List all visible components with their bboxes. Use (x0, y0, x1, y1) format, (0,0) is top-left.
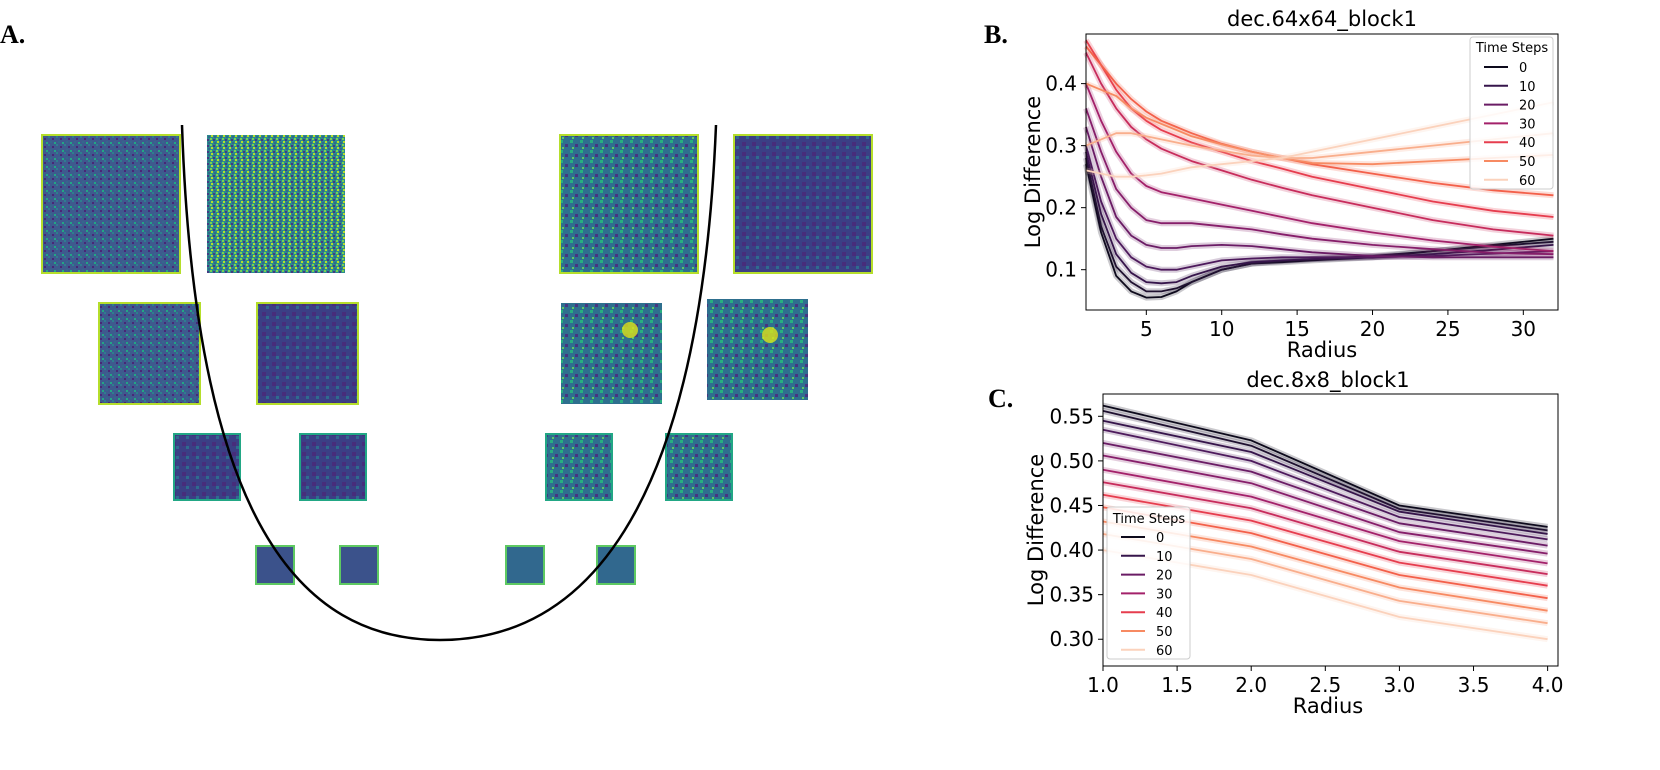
series-line-20 (1085, 126, 1554, 259)
series-line-35 (1102, 481, 1548, 575)
x-tick-label: 10 (1209, 317, 1234, 341)
series-line-55 (1085, 132, 1554, 159)
y-tick-label: 0.2 (1045, 196, 1077, 220)
feature-maps (41, 134, 873, 585)
chart-c-ylabel: Log Difference (1024, 454, 1048, 606)
y-tick-label: 0.40 (1049, 538, 1094, 562)
series-line-25 (1102, 454, 1548, 555)
chart-b: dec.64x64_block1 5 10 15 20 25 30 0.1 0.2 0.3 0.… (1021, 7, 1559, 362)
legend-label: 20 (1156, 569, 1173, 584)
y-tick-label: 0.1 (1045, 258, 1077, 282)
chart-b-series-group (1083, 38, 1555, 301)
panel-label-c: C. (988, 384, 1014, 413)
legend-label: 10 (1519, 80, 1536, 95)
y-tick-label: 0.3 (1045, 134, 1077, 158)
chart-c-xlabel: Radius (1293, 694, 1363, 718)
chart-c-legend: Time Steps 0 10 20 30 40 50 60 (1106, 506, 1191, 660)
chart-b-ylabel: Log Difference (1021, 96, 1045, 248)
feature-map (707, 299, 808, 400)
chart-b-legend: Time Steps 0 10 20 30 40 50 60 (1469, 36, 1554, 190)
series-line-30 (1102, 468, 1548, 565)
feature-map (173, 433, 241, 501)
feature-map (596, 545, 636, 585)
chart-c-series-group (1102, 402, 1549, 643)
x-tick-label: 25 (1435, 317, 1460, 341)
legend-label: 0 (1519, 61, 1527, 76)
feature-map (256, 302, 359, 405)
series-line-20 (1102, 442, 1548, 547)
feature-map (339, 545, 379, 585)
legend-label: 60 (1519, 174, 1536, 189)
y-tick-label: 0.4 (1045, 72, 1077, 96)
legend-label: 60 (1156, 644, 1173, 659)
legend-label: 50 (1156, 625, 1173, 640)
series-line-25 (1085, 108, 1554, 256)
chart-c-frame (1102, 393, 1559, 667)
x-tick-label: 3.5 (1458, 673, 1490, 697)
chart-b-legend-title: Time Steps (1475, 41, 1549, 56)
chart-c: dec.8x8_block1 1.0 1.5 2.0 2.5 3.0 3.5 4.0 0.3… (1024, 368, 1564, 718)
y-tick-label: 0.30 (1049, 627, 1094, 651)
feature-map (98, 302, 201, 405)
chart-b-frame (1085, 33, 1559, 311)
x-tick-label: 20 (1360, 317, 1385, 341)
feature-map (559, 134, 699, 274)
legend-label: 40 (1519, 136, 1536, 151)
chart-b-xlabel: Radius (1287, 338, 1357, 362)
panel-label-b: B. (984, 20, 1008, 49)
feature-map (41, 134, 181, 274)
u-curve (180, 124, 718, 642)
series-line-5 (1085, 157, 1554, 293)
legend-label: 0 (1156, 531, 1164, 546)
feature-map (255, 545, 295, 585)
x-tick-label: 1.5 (1161, 673, 1193, 697)
series-line-10 (1102, 419, 1548, 535)
x-tick-label: 5 (1140, 317, 1153, 341)
y-tick-label: 0.55 (1049, 404, 1094, 428)
chart-b-title: dec.64x64_block1 (1227, 7, 1417, 32)
series-line-60 (1085, 101, 1554, 178)
x-tick-label: 15 (1284, 317, 1309, 341)
series-line-15 (1102, 428, 1548, 541)
legend-label: 20 (1519, 99, 1536, 114)
x-tick-label: 4.0 (1532, 673, 1564, 697)
x-tick-label: 3.0 (1384, 673, 1416, 697)
legend-label: 40 (1156, 606, 1173, 621)
series-line-40 (1085, 39, 1554, 218)
feature-map (561, 303, 662, 404)
chart-c-legend-title: Time Steps (1112, 512, 1186, 527)
feature-map (505, 545, 545, 585)
y-tick-label: 0.35 (1049, 583, 1094, 607)
series-line-50 (1085, 82, 1554, 166)
series-line-0 (1102, 404, 1548, 528)
feature-map (733, 134, 873, 274)
y-tick-label: 0.50 (1049, 449, 1094, 473)
legend-label: 10 (1156, 550, 1173, 565)
feature-map (545, 433, 613, 501)
x-tick-label: 2.5 (1309, 673, 1341, 697)
y-tick-label: 0.45 (1049, 493, 1094, 517)
legend-label: 30 (1519, 117, 1536, 132)
panel-label-a: A. (0, 20, 26, 49)
series-line-45 (1085, 45, 1554, 197)
x-tick-label: 2.0 (1235, 673, 1267, 697)
x-tick-label: 30 (1511, 317, 1536, 341)
chart-c-title: dec.8x8_block1 (1246, 368, 1409, 393)
legend-label: 50 (1519, 155, 1536, 170)
series-line-5 (1102, 410, 1548, 532)
x-tick-label: 1.0 (1087, 673, 1119, 697)
feature-map (207, 135, 345, 273)
series-line-30 (1085, 83, 1554, 252)
feature-map (665, 433, 733, 501)
legend-label: 30 (1156, 587, 1173, 602)
feature-map (299, 433, 367, 501)
